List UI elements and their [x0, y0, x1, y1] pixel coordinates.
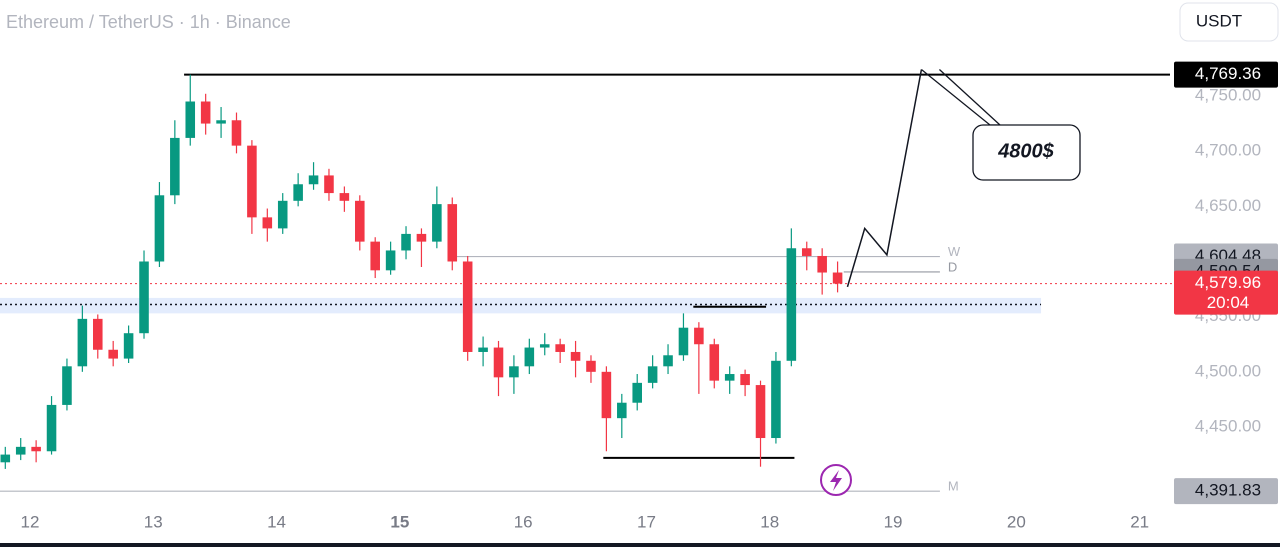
candle-body [231, 120, 242, 146]
symbol-title: Ethereum / TetherUS · 1h · Binance [6, 12, 291, 32]
y-tick-label: 4,500.00 [1195, 361, 1261, 380]
x-tick-label: 20 [1007, 512, 1026, 531]
callout-text: 4800$ [997, 140, 1054, 162]
candle-body [139, 261, 149, 334]
candle-body [663, 355, 673, 367]
y-tick-label: 4,450.00 [1195, 416, 1261, 435]
candle-body [447, 204, 458, 262]
candle-body [355, 200, 365, 242]
candle-body [200, 101, 211, 124]
candle-body [216, 120, 226, 124]
y-tick-label: 4,700.00 [1195, 141, 1261, 160]
candle-body [385, 250, 396, 271]
y-tick-label: 4,750.00 [1195, 85, 1261, 104]
x-tick-label: 19 [884, 512, 903, 531]
x-tick-label: 15 [390, 512, 409, 531]
x-tick-label: 18 [760, 512, 779, 531]
x-tick-label: 16 [514, 512, 533, 531]
candle-body [15, 446, 26, 455]
x-tick-label: 17 [637, 512, 656, 531]
price-label-box [1174, 61, 1278, 88]
level-label: W [948, 244, 961, 259]
callout-box [972, 124, 1081, 181]
candle-body [308, 175, 319, 185]
candle-body [694, 327, 704, 345]
level-label: D [948, 259, 957, 274]
candle-body [586, 360, 596, 372]
x-tick-label: 13 [144, 512, 163, 531]
candle-body [77, 318, 88, 367]
candle-body [647, 366, 658, 383]
candle-body [154, 195, 165, 262]
candle-body [678, 327, 689, 356]
candle-body [339, 193, 350, 201]
price-label: 4,391.83 [1195, 481, 1261, 500]
x-tick-label: 14 [267, 512, 286, 531]
levels-layer: WD M [0, 73, 1280, 494]
projection-line [846, 69, 923, 288]
candle-body [509, 366, 519, 378]
overlay-layer: 4800$4,450.004,500.004,550.004,600.004,6… [21, 61, 1278, 531]
price-label: 4,579.96 [1195, 273, 1261, 292]
candle-body [370, 241, 380, 271]
candle-body [524, 347, 535, 367]
candle-body [324, 175, 334, 194]
candle-body [724, 374, 735, 381]
candle-body [416, 233, 427, 242]
candle-body [817, 255, 827, 273]
currency-button[interactable] [1179, 2, 1279, 42]
candle-body [401, 233, 411, 251]
price-label-box [1174, 270, 1278, 315]
candle-body [123, 333, 134, 359]
candle-body [262, 217, 273, 229]
candle-body [771, 360, 781, 439]
candle-body [709, 344, 720, 381]
candle-body [493, 347, 504, 378]
candle-body [247, 145, 257, 218]
candle-body [92, 318, 103, 350]
x-tick-label: 12 [21, 512, 40, 531]
candle-body [632, 382, 642, 403]
countdown-label: 20:04 [1207, 293, 1250, 312]
candle-body [46, 404, 57, 452]
candle-body [755, 385, 766, 439]
candle-body [432, 204, 442, 242]
candle-body [0, 454, 11, 463]
price-label: 4,769.36 [1195, 64, 1261, 83]
candle-body [832, 272, 843, 284]
candle-body [170, 137, 180, 196]
candle-body [277, 200, 288, 229]
candle-body [617, 402, 627, 419]
candle-body [539, 344, 550, 348]
candle-body [462, 261, 473, 352]
candle-body [108, 349, 118, 359]
candle-body [801, 248, 812, 256]
currency-label[interactable]: USDT [1196, 11, 1242, 30]
y-tick-label: 4,650.00 [1195, 196, 1261, 215]
x-tick-label: 21 [1130, 512, 1149, 531]
candle-body [786, 248, 797, 361]
candle-body [740, 374, 750, 386]
zone [0, 297, 1042, 314]
candle-body [478, 347, 488, 352]
bottom-bar [0, 543, 1280, 547]
candle-body [185, 101, 196, 138]
candles-layer [0, 74, 843, 469]
candle-body [31, 446, 41, 452]
candle-body [293, 184, 303, 201]
candle-body [601, 371, 612, 419]
candle-body [555, 344, 565, 352]
event-icon-bolt [830, 470, 842, 491]
price-label-box [1174, 478, 1278, 505]
candle-body [570, 351, 581, 361]
level-label: M [948, 479, 959, 494]
candle-body [62, 366, 72, 405]
